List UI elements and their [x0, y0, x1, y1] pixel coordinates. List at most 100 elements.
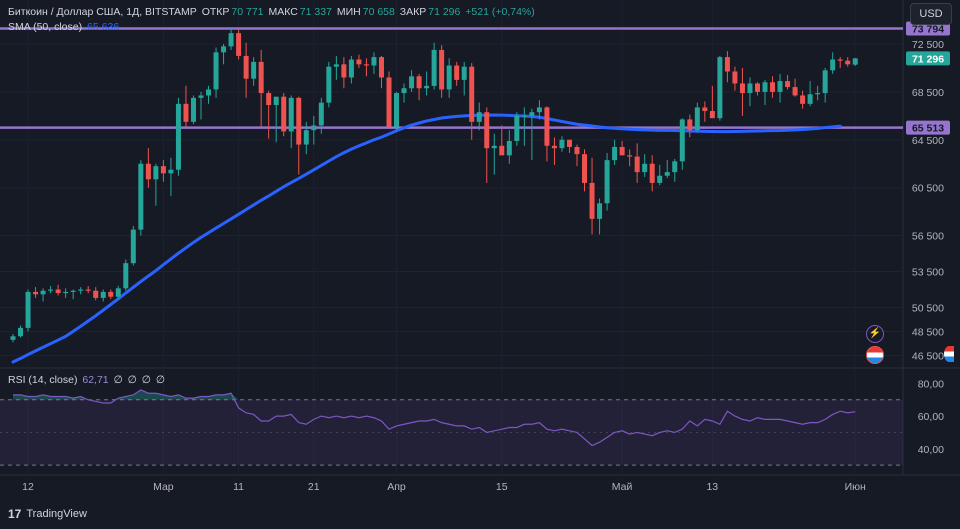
candle: [424, 71, 430, 96]
time-tick-label: 11: [233, 481, 244, 493]
symbol-legend[interactable]: Биткоин / Доллар США, 1Д, BITSTAMP ОТКР 7…: [8, 6, 537, 18]
candle-body: [371, 57, 377, 66]
candle: [296, 96, 302, 175]
candle-body: [296, 97, 302, 145]
candle-body: [63, 291, 69, 294]
tradingview-logo[interactable]: 17 TradingView: [8, 507, 87, 521]
economic-event-edge-icon[interactable]: [944, 346, 954, 362]
candle: [619, 140, 625, 156]
time-tick-label: Июн: [845, 481, 866, 493]
candle-body: [642, 163, 648, 173]
open-value: 70 771: [231, 6, 264, 18]
candle: [754, 82, 760, 96]
candle-body: [559, 139, 565, 149]
rsi-tick-label: 80,00: [918, 378, 944, 390]
candle-body: [138, 163, 144, 230]
candle-body: [837, 59, 843, 61]
candle-body: [25, 291, 31, 328]
brand-name: TradingView: [26, 508, 87, 520]
candle: [236, 28, 242, 60]
candle: [70, 289, 76, 300]
candle: [717, 55, 723, 121]
candle-body: [679, 119, 685, 162]
candle: [108, 289, 114, 300]
candle-body: [93, 290, 99, 298]
candle: [536, 100, 542, 120]
candle: [551, 137, 557, 165]
candle: [544, 106, 550, 162]
candle-body: [469, 66, 475, 122]
candle-body: [785, 81, 791, 88]
candle-body: [709, 111, 715, 119]
candle: [830, 52, 836, 74]
candle-body: [446, 65, 452, 90]
price-tag-bg: [906, 120, 950, 135]
rsi-value: 62,71: [82, 374, 109, 386]
candle: [251, 57, 257, 86]
sma-legend[interactable]: SMA (50, close) 65 636: [8, 21, 121, 33]
candle: [627, 149, 633, 167]
candle: [431, 42, 437, 90]
candle-body: [619, 146, 625, 156]
candle-body: [506, 140, 512, 156]
price-tag-label: 65 513: [912, 123, 944, 135]
candle: [469, 63, 475, 140]
candle-body: [536, 107, 542, 113]
price-tag: 65 513: [906, 120, 950, 135]
horizontal-levels: [0, 27, 903, 129]
candle-body: [484, 112, 490, 149]
candle-body: [228, 33, 234, 47]
candle: [281, 93, 287, 137]
candle-body: [213, 52, 219, 90]
candle: [762, 79, 768, 106]
sma-label: SMA (50, close): [8, 21, 83, 33]
time-tick-label: 15: [496, 481, 508, 493]
candle: [401, 83, 407, 103]
candle-body: [491, 145, 497, 149]
candle-body: [521, 115, 527, 117]
candle-body: [160, 166, 166, 174]
candle-body: [424, 85, 430, 89]
candle: [198, 91, 204, 120]
candle-body: [206, 89, 212, 96]
candle-body: [78, 289, 84, 291]
candle-body: [657, 175, 663, 183]
candle-body: [100, 291, 106, 298]
time-axis[interactable]: 12 Мар 11 21 Апр 15 Май 13 Июн: [22, 481, 866, 493]
candle: [559, 136, 565, 152]
price-axis[interactable]: 72 500 68 500 64 500 60 500 56 500 53 500 50 5…: [906, 21, 950, 456]
candle-body: [145, 163, 151, 180]
candle-body: [461, 66, 467, 80]
candle-body: [341, 64, 347, 78]
candle-body: [326, 66, 332, 103]
candle-body: [115, 288, 121, 297]
candle: [48, 285, 54, 294]
candlestick-series[interactable]: [10, 28, 858, 343]
candle: [138, 160, 144, 236]
candle-body: [190, 97, 196, 122]
candle-body: [266, 93, 272, 106]
time-tick-label: Апр: [387, 481, 406, 493]
rsi-legend[interactable]: RSI (14, close) 62,71 ∅ ∅ ∅ ∅: [8, 374, 167, 386]
candle-body: [303, 130, 309, 145]
candle: [273, 96, 279, 143]
candle: [25, 289, 31, 332]
candle: [521, 107, 527, 146]
candle: [815, 85, 821, 101]
price-tick-label: 53 500: [912, 267, 944, 279]
currency-button[interactable]: USD: [910, 3, 952, 25]
candle-body: [221, 46, 227, 53]
candle: [732, 66, 738, 91]
candle: [311, 115, 317, 145]
candle: [168, 157, 174, 197]
candle: [190, 95, 196, 125]
candle: [499, 125, 505, 156]
candle: [664, 160, 670, 179]
economic-event-icon[interactable]: [866, 346, 884, 364]
lightning-icon[interactable]: ⚡: [866, 325, 884, 343]
candle-body: [777, 81, 783, 92]
candle-body: [251, 61, 257, 79]
rsi-overbought-fill: [13, 389, 856, 400]
candle: [258, 49, 264, 128]
